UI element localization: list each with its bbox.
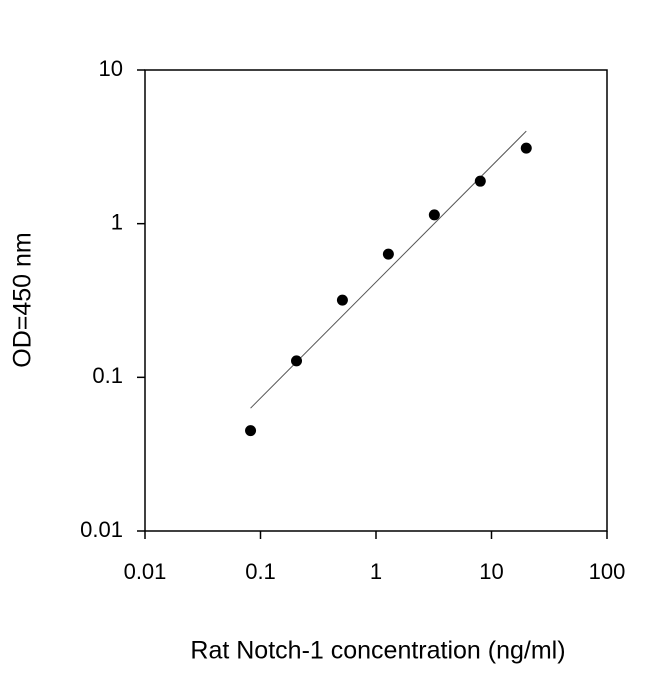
y-tick-label: 0.1 — [92, 363, 123, 388]
x-tick-label: 10 — [479, 559, 503, 584]
data-point — [428, 209, 440, 221]
y-tick-label: 0.01 — [80, 517, 123, 542]
y-axis-label: OD=450 nm — [9, 232, 37, 368]
data-point — [474, 175, 486, 187]
x-tick-label: 0.01 — [124, 559, 167, 584]
data-point — [382, 248, 394, 260]
data-point — [336, 294, 348, 306]
data-point — [245, 425, 257, 437]
y-tick-label: 10 — [99, 56, 123, 81]
x-axis-label: Rat Notch-1 concentration (ng/ml) — [190, 637, 565, 665]
x-tick-label: 100 — [589, 559, 626, 584]
data-point — [520, 142, 532, 154]
x-tick-label: 1 — [370, 559, 382, 584]
x-tick-label: 0.1 — [245, 559, 276, 584]
y-tick-label: 1 — [111, 209, 123, 234]
data-point — [291, 355, 303, 367]
plot-frame — [144, 69, 608, 532]
fit-line — [250, 130, 527, 409]
